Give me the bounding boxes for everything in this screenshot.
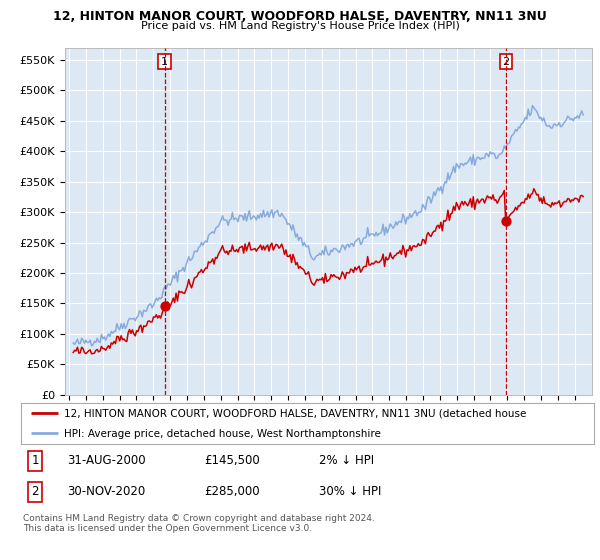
Text: 2% ↓ HPI: 2% ↓ HPI: [319, 454, 374, 468]
Text: 12, HINTON MANOR COURT, WOODFORD HALSE, DAVENTRY, NN11 3NU (detached house: 12, HINTON MANOR COURT, WOODFORD HALSE, …: [64, 409, 526, 419]
Text: 12, HINTON MANOR COURT, WOODFORD HALSE, DAVENTRY, NN11 3NU: 12, HINTON MANOR COURT, WOODFORD HALSE, …: [53, 10, 547, 22]
Text: 30% ↓ HPI: 30% ↓ HPI: [319, 486, 382, 498]
Text: Price paid vs. HM Land Registry's House Price Index (HPI): Price paid vs. HM Land Registry's House …: [140, 21, 460, 31]
Text: 2: 2: [32, 486, 39, 498]
Text: £285,000: £285,000: [205, 486, 260, 498]
Text: 31-AUG-2000: 31-AUG-2000: [67, 454, 145, 468]
Text: 1: 1: [161, 57, 168, 67]
Text: 2: 2: [502, 57, 509, 67]
Point: [501, 217, 511, 226]
Text: 30-NOV-2020: 30-NOV-2020: [67, 486, 145, 498]
Text: £145,500: £145,500: [205, 454, 260, 468]
Point: [160, 302, 169, 311]
Text: 1: 1: [32, 454, 39, 468]
Text: Contains HM Land Registry data © Crown copyright and database right 2024.
This d: Contains HM Land Registry data © Crown c…: [23, 514, 374, 534]
Text: HPI: Average price, detached house, West Northamptonshire: HPI: Average price, detached house, West…: [64, 429, 381, 439]
